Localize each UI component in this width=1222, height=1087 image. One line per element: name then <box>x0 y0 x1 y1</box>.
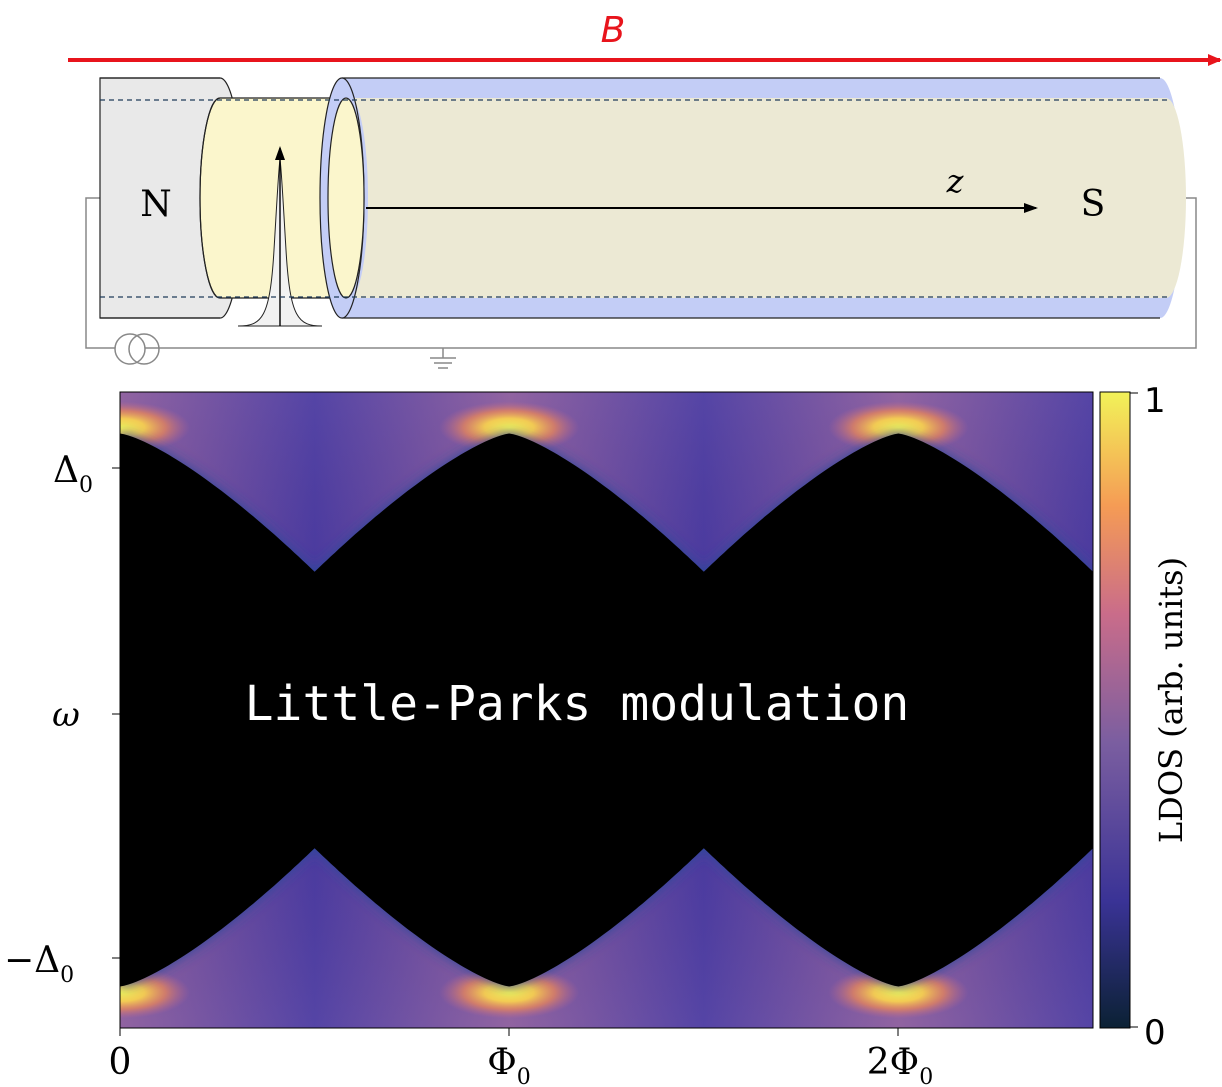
coherence-peak <box>439 401 580 454</box>
ldos-heatmap <box>120 392 1093 1028</box>
x-tick-2phi0: 2Φ0 <box>867 1042 933 1087</box>
colorbar-gradient <box>1099 391 1131 1029</box>
colorbar-label: LDOS (arb. units) <box>1152 557 1190 843</box>
plot-frame <box>119 391 1094 1029</box>
current-source-icon <box>114 333 160 365</box>
normal-lead-label: N <box>140 184 172 225</box>
colorbar-tick-min: 0 <box>1144 1013 1166 1053</box>
y-tick-minus-delta0: −Δ0 <box>4 940 74 988</box>
y-tick-delta0: Δ0 <box>53 450 93 498</box>
coherence-peak <box>828 966 969 1019</box>
semiconductor-core <box>350 98 1186 298</box>
colorbar: 1 0 LDOS (arb. units) <box>1099 381 1190 1053</box>
magnetic-field-label: B <box>601 10 626 51</box>
peak-sketch <box>237 146 323 327</box>
nanowire-schematic: B N <box>68 10 1222 369</box>
gap-region <box>120 433 1093 987</box>
coherence-peak <box>828 401 969 454</box>
colorbar-tick-max: 1 <box>1144 381 1166 421</box>
circuit-wire <box>85 197 1197 349</box>
x-tick-phi0: Φ0 <box>487 1042 531 1087</box>
coherence-peak <box>439 966 580 1019</box>
ground-icon <box>430 348 456 369</box>
x-tick-zero: 0 <box>109 1042 132 1083</box>
superconductor-label: S <box>1081 184 1106 225</box>
y-axis-label: ω <box>52 695 80 735</box>
y-axis: Δ0 ω −Δ0 <box>4 450 120 988</box>
overlay-text: Little-Parks modulation <box>245 676 910 732</box>
x-axis: 0 Φ0 2Φ0 <box>109 1028 933 1087</box>
z-axis-label: z <box>946 162 965 200</box>
